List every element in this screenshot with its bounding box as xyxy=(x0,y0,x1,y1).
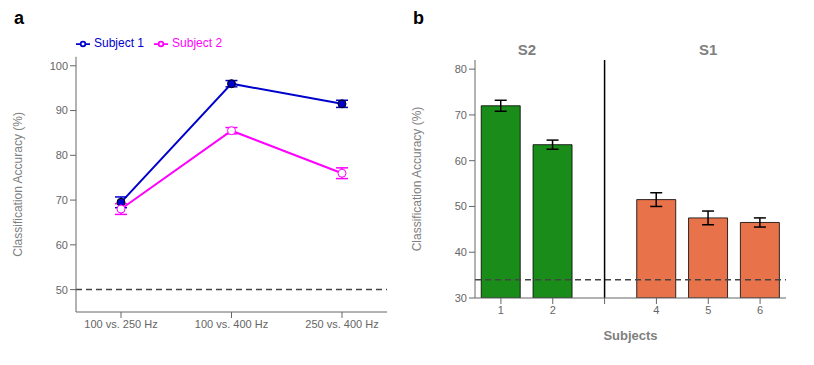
svg-text:100 vs. 400 Hz: 100 vs. 400 Hz xyxy=(195,318,268,330)
svg-text:50: 50 xyxy=(56,284,68,296)
svg-text:30: 30 xyxy=(455,292,467,304)
svg-text:1: 1 xyxy=(498,304,504,316)
svg-text:Classification Accuracy (%): Classification Accuracy (%) xyxy=(410,107,424,252)
svg-text:60: 60 xyxy=(56,239,68,251)
svg-text:S1: S1 xyxy=(699,41,717,58)
svg-text:2: 2 xyxy=(550,304,556,316)
html-text:Subject 2: Subject 2 xyxy=(172,36,223,50)
svg-text:5: 5 xyxy=(705,304,711,316)
svg-text:S2: S2 xyxy=(518,41,536,58)
svg-text:40: 40 xyxy=(455,246,467,258)
svg-text:4: 4 xyxy=(653,304,659,316)
svg-text:6: 6 xyxy=(757,304,763,316)
svg-text:70: 70 xyxy=(455,109,467,121)
svg-text:80: 80 xyxy=(56,149,68,161)
svg-text:100 vs. 250 Hz: 100 vs. 250 Hz xyxy=(84,318,157,330)
svg-text:250 vs. 400 Hz: 250 vs. 400 Hz xyxy=(305,318,378,330)
html-text:Subject 1: Subject 1 xyxy=(94,36,144,50)
svg-text:90: 90 xyxy=(56,104,68,116)
svg-text:70: 70 xyxy=(56,194,68,206)
svg-text:Subjects: Subjects xyxy=(603,328,657,343)
svg-text:60: 60 xyxy=(455,155,467,167)
svg-text:100: 100 xyxy=(50,60,68,72)
html-text:b: b xyxy=(413,8,424,28)
html-text:a: a xyxy=(14,8,24,28)
svg-text:Classification Accuracy (%): Classification Accuracy (%) xyxy=(11,112,25,257)
svg-text:50: 50 xyxy=(455,200,467,212)
svg-text:80: 80 xyxy=(455,63,467,75)
